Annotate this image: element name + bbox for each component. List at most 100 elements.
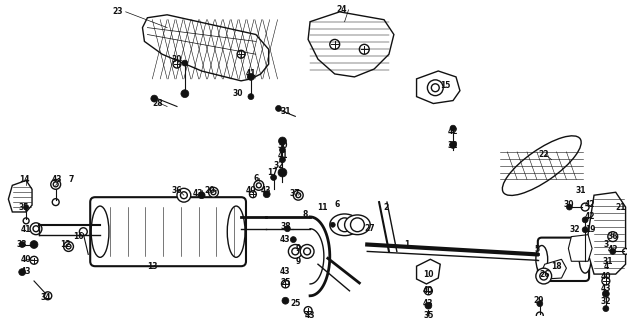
Circle shape	[432, 84, 439, 92]
Circle shape	[330, 222, 335, 227]
Circle shape	[177, 188, 191, 202]
Text: 42: 42	[585, 200, 595, 209]
Circle shape	[282, 297, 289, 304]
Text: 30: 30	[172, 55, 182, 64]
Circle shape	[300, 244, 314, 258]
Circle shape	[173, 60, 181, 68]
Text: 1: 1	[404, 240, 410, 249]
Circle shape	[276, 106, 281, 111]
Circle shape	[582, 217, 588, 223]
Circle shape	[540, 272, 548, 280]
Text: 29: 29	[534, 296, 544, 305]
Text: 42: 42	[448, 127, 458, 136]
Circle shape	[290, 236, 297, 243]
Ellipse shape	[227, 206, 245, 257]
Text: 43: 43	[305, 311, 316, 320]
Circle shape	[44, 292, 52, 300]
Circle shape	[182, 60, 188, 66]
Text: 16: 16	[73, 232, 84, 241]
Circle shape	[285, 226, 290, 232]
Circle shape	[449, 141, 456, 148]
Circle shape	[350, 218, 364, 232]
Circle shape	[151, 95, 158, 102]
Polygon shape	[308, 12, 394, 77]
Text: 40: 40	[21, 255, 32, 264]
Circle shape	[181, 90, 189, 98]
Text: 26: 26	[540, 269, 550, 279]
Polygon shape	[8, 180, 32, 212]
Circle shape	[450, 125, 456, 131]
Text: 4: 4	[603, 262, 608, 271]
Circle shape	[281, 280, 290, 288]
Polygon shape	[569, 235, 592, 261]
Circle shape	[64, 242, 73, 252]
Text: 10: 10	[423, 269, 433, 279]
Polygon shape	[542, 259, 567, 279]
Circle shape	[610, 248, 616, 254]
Text: 30: 30	[563, 200, 574, 209]
Circle shape	[263, 191, 270, 198]
Circle shape	[23, 218, 29, 224]
Polygon shape	[416, 71, 460, 104]
Circle shape	[33, 226, 39, 232]
Ellipse shape	[345, 215, 370, 235]
Text: 27: 27	[364, 224, 375, 233]
Circle shape	[52, 199, 59, 205]
Circle shape	[208, 187, 218, 197]
Text: 35: 35	[423, 311, 433, 320]
Text: 43: 43	[601, 284, 611, 293]
Circle shape	[425, 316, 432, 320]
Circle shape	[603, 290, 610, 297]
Text: 25: 25	[280, 278, 291, 287]
Polygon shape	[586, 192, 625, 274]
Text: 18: 18	[551, 262, 562, 271]
Circle shape	[360, 44, 369, 54]
Text: 36: 36	[172, 186, 182, 195]
Text: 6: 6	[334, 200, 339, 209]
FancyBboxPatch shape	[90, 197, 246, 266]
Circle shape	[296, 193, 301, 198]
Circle shape	[425, 302, 432, 309]
Text: 2: 2	[384, 203, 389, 212]
Circle shape	[30, 223, 42, 235]
Text: 35: 35	[19, 203, 30, 212]
Circle shape	[293, 190, 303, 200]
Circle shape	[425, 287, 432, 295]
Text: 17: 17	[268, 168, 278, 177]
Circle shape	[280, 147, 285, 153]
Text: 43: 43	[280, 235, 291, 244]
Circle shape	[581, 203, 589, 211]
Text: 32: 32	[601, 297, 611, 306]
Text: 24: 24	[336, 5, 347, 14]
Circle shape	[603, 306, 609, 312]
Polygon shape	[416, 259, 440, 284]
Ellipse shape	[536, 245, 548, 273]
Circle shape	[536, 312, 543, 319]
Circle shape	[280, 157, 285, 163]
Circle shape	[80, 228, 87, 236]
Text: 40: 40	[245, 186, 256, 195]
Circle shape	[237, 50, 245, 58]
Text: 9: 9	[295, 244, 301, 253]
Circle shape	[66, 244, 71, 249]
Circle shape	[211, 190, 216, 195]
Text: 42: 42	[608, 245, 618, 254]
Text: 30: 30	[277, 141, 288, 150]
Text: 32: 32	[273, 161, 284, 170]
Circle shape	[271, 174, 276, 180]
Text: 15: 15	[440, 81, 451, 90]
Text: 23: 23	[112, 7, 123, 16]
Circle shape	[537, 301, 543, 307]
Circle shape	[304, 307, 312, 315]
Text: 3: 3	[603, 240, 608, 249]
Text: 41: 41	[277, 151, 288, 160]
Ellipse shape	[579, 245, 591, 273]
Circle shape	[254, 180, 264, 190]
Circle shape	[623, 248, 628, 254]
Text: 37: 37	[290, 189, 300, 198]
Polygon shape	[143, 15, 269, 81]
Text: 30: 30	[233, 89, 244, 98]
Circle shape	[536, 268, 551, 284]
Circle shape	[24, 204, 28, 210]
Text: 40: 40	[601, 272, 611, 281]
